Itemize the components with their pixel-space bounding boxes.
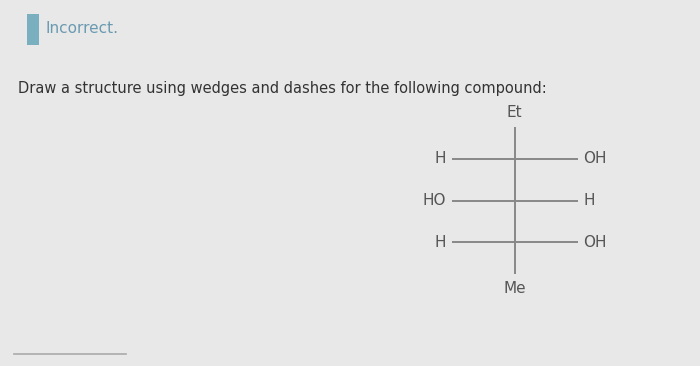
Text: HO: HO: [422, 193, 446, 208]
Text: OH: OH: [583, 235, 607, 250]
Text: H: H: [435, 235, 446, 250]
Polygon shape: [27, 14, 39, 45]
Text: Me: Me: [503, 281, 526, 296]
Text: H: H: [583, 193, 594, 208]
Text: Draw a structure using wedges and dashes for the following compound:: Draw a structure using wedges and dashes…: [18, 82, 546, 97]
Text: Et: Et: [507, 105, 522, 120]
Text: OH: OH: [583, 151, 607, 166]
Text: Incorrect.: Incorrect.: [46, 21, 118, 36]
Text: H: H: [435, 151, 446, 166]
